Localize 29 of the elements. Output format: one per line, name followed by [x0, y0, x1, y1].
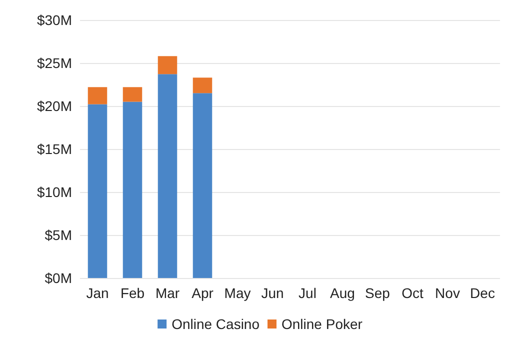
- y-tick-label: $30M: [36, 12, 72, 28]
- y-tick-label: $20M: [36, 98, 72, 114]
- bar: [122, 102, 142, 278]
- x-tick-label: Apr: [192, 285, 214, 301]
- x-tick-label: May: [224, 285, 251, 301]
- bar: [88, 87, 108, 104]
- bar: [158, 74, 178, 278]
- y-tick-label: $10M: [36, 184, 72, 200]
- x-tick-label: Mar: [155, 285, 180, 301]
- x-tick-label: Jun: [261, 285, 284, 301]
- x-tick-label: Sep: [365, 285, 390, 301]
- bar: [122, 87, 142, 102]
- y-tick-label: $15M: [36, 141, 72, 157]
- bar: [158, 56, 178, 74]
- legend-label: Online Casino: [172, 316, 260, 332]
- y-tick-label: $25M: [36, 55, 72, 71]
- x-tick-label: Nov: [435, 285, 460, 301]
- x-tick-label: Dec: [470, 285, 495, 301]
- x-tick-label: Oct: [402, 285, 424, 301]
- legend-label: Online Poker: [282, 316, 363, 332]
- bar: [88, 104, 108, 278]
- y-tick-label: $5M: [44, 227, 72, 243]
- x-tick-label: Aug: [330, 285, 355, 301]
- x-tick-label: Jul: [298, 285, 316, 301]
- bar: [192, 78, 212, 94]
- x-tick-label: Feb: [120, 285, 145, 301]
- y-tick-label: $0M: [44, 270, 72, 286]
- x-tick-label: Jan: [86, 285, 109, 301]
- bar: [192, 93, 212, 278]
